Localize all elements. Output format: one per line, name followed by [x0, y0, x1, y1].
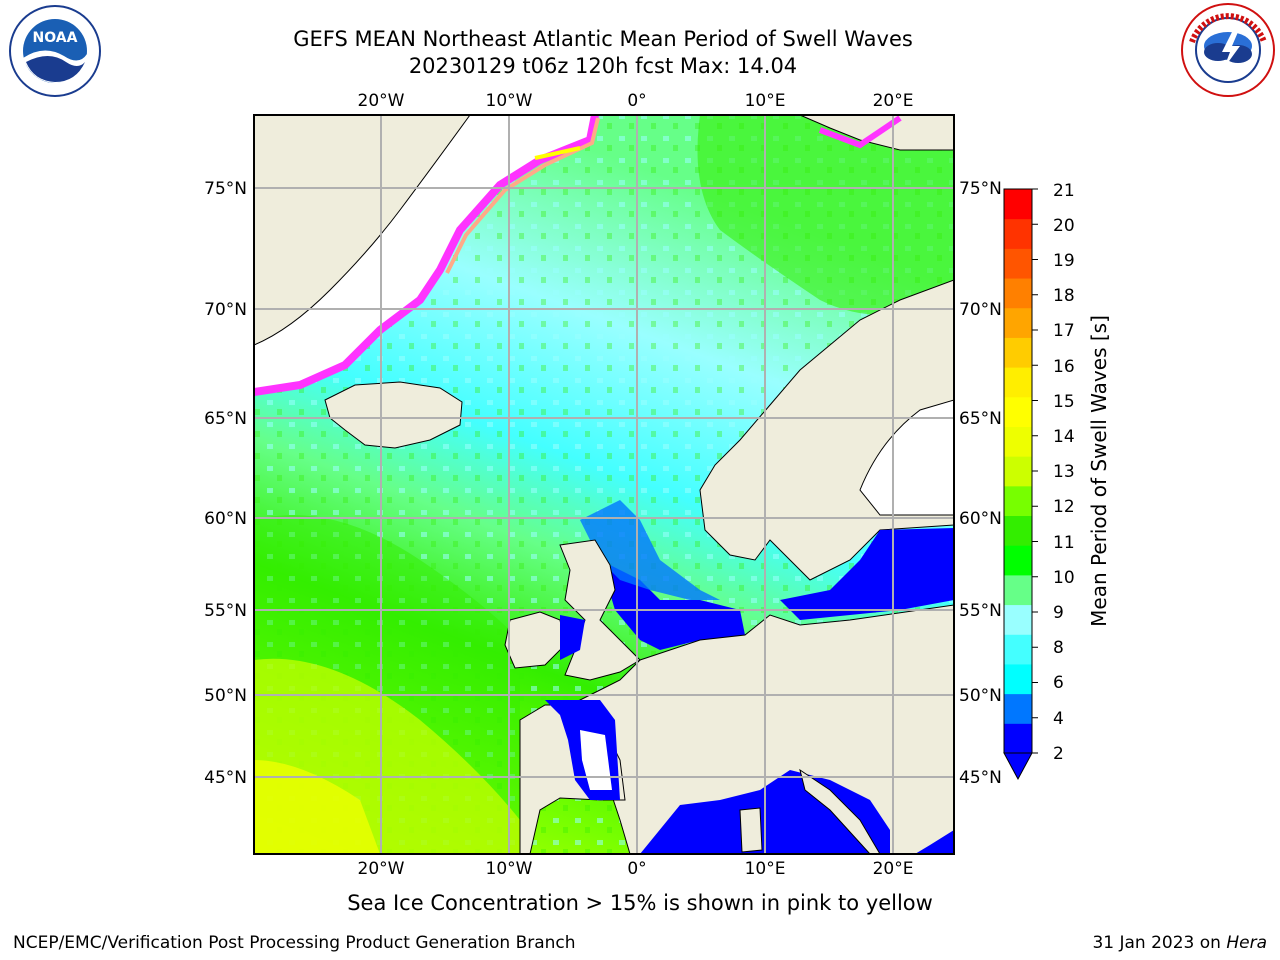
norwegian-sea-swell-band [697, 115, 954, 315]
colorbar-label: Mean Period of Swell Waves [s] [1087, 315, 1111, 627]
colorbar-tick-label: 4 [1053, 709, 1064, 729]
lon-label-top: 10°E [745, 91, 786, 111]
colorbar-tick-label: 8 [1053, 638, 1064, 658]
lon-label-bottom: 20°W [358, 859, 405, 879]
lat-label-left: 55°N [204, 601, 247, 621]
colorbar-tick-label: 2 [1053, 744, 1064, 764]
lat-label-right: 70°N [959, 300, 1002, 320]
map-subtitle: 20230129 t06z 120h fcst Max: 14.04 [408, 54, 798, 78]
colorbar-segment [1004, 634, 1032, 665]
colorbar-tick-label: 11 [1053, 533, 1075, 553]
colorbar-segment [1004, 337, 1032, 368]
colorbar-tick-label: 18 [1053, 286, 1075, 306]
lat-label-right: 65°N [959, 409, 1002, 429]
colorbar-segment [1004, 545, 1032, 576]
national-weather-service-logo-icon [1181, 3, 1275, 97]
footer-host: Hera [1226, 933, 1267, 953]
colorbar-tick-label: 20 [1053, 216, 1075, 236]
lon-label-top: 0° [627, 91, 646, 111]
colorbar-segment [1004, 396, 1032, 427]
colorbar-tick-label: 16 [1053, 357, 1075, 377]
sea-ice-edge-greenland-inner [445, 117, 600, 274]
colorbar-segment [1004, 574, 1032, 606]
colorbar-tick-label: 17 [1053, 321, 1075, 341]
lat-label-left: 70°N [204, 300, 247, 320]
colorbar-tick-label: 21 [1053, 181, 1075, 201]
lat-label-left: 75°N [204, 179, 247, 199]
lat-label-left: 65°N [204, 409, 247, 429]
footer-credit: NCEP/EMC/Verification Post Processing Pr… [13, 933, 576, 953]
colorbar-segment [1004, 367, 1032, 398]
sea-ice-note: Sea Ice Concentration > 15% is shown in … [347, 891, 933, 915]
italy-land [799, 768, 881, 854]
atlantic-peak-swell-band [254, 760, 380, 854]
colorbar-segment [1004, 307, 1032, 338]
lon-label-top: 10°W [486, 91, 533, 111]
map-plot-area [254, 115, 954, 854]
colorbar-ticks: 21 20 19 18 17 16 15 14 13 12 11 10 9 8 … [1053, 181, 1075, 764]
map-graticule [254, 115, 954, 854]
colorbar-segment [1004, 485, 1032, 517]
north-sea-swell-shelf [580, 500, 720, 600]
lat-label-right: 50°N [959, 686, 1002, 706]
lon-label-bottom: 0° [627, 859, 646, 879]
adriatic-swell [915, 830, 954, 854]
footer-date-text: 31 Jan 2023 on [1092, 933, 1227, 953]
sea-ice-yellow-patch [534, 146, 581, 160]
lat-labels-right: 75°N 70°N 65°N 60°N 55°N 50°N 45°N [959, 179, 1002, 788]
noaa-logo-text: NOAA [33, 30, 78, 46]
colorbar-segment [1004, 723, 1032, 754]
iceland-land [324, 381, 463, 449]
continental-europe-land [579, 604, 954, 854]
lat-label-left: 60°N [204, 509, 247, 529]
lat-label-right: 45°N [959, 768, 1002, 788]
colorbar-segment [1004, 693, 1032, 724]
corsica-sardinia-land [739, 807, 763, 853]
greenland-land [254, 115, 471, 346]
lat-label-right: 55°N [959, 601, 1002, 621]
colorbar-segment [1004, 278, 1032, 309]
gulf-of-bothnia-ice [859, 399, 954, 516]
ireland-land [504, 611, 566, 669]
irish-sea-swell [560, 615, 585, 660]
lon-label-bottom: 10°E [745, 859, 786, 879]
colorbar-segment [1004, 218, 1032, 249]
lat-label-left: 45°N [204, 768, 247, 788]
colorbar-segment [1004, 189, 1032, 220]
sea-ice-edge-svalbard [818, 115, 902, 149]
lon-label-bottom: 10°W [486, 859, 533, 879]
colorbar-segment [1004, 426, 1032, 457]
colorbar [1003, 188, 1038, 781]
lat-label-left: 50°N [204, 686, 247, 706]
colorbar-segment [1004, 248, 1032, 279]
colorbar-tick-label: 13 [1053, 462, 1075, 482]
lat-label-right: 75°N [959, 179, 1002, 199]
colorbar-tick-label: 15 [1053, 392, 1075, 412]
baltic-sea-swell [780, 528, 954, 620]
colorbar-segment [1004, 456, 1032, 487]
lon-label-top: 20°E [873, 91, 914, 111]
bay-of-biscay-blank [580, 730, 612, 790]
colorbar-tick-label: 10 [1053, 568, 1075, 588]
lon-labels-bottom: 20°W 10°W 0° 10°E 20°E [358, 859, 914, 879]
colorbar-tick-label: 6 [1053, 673, 1064, 693]
colorbar-segment [1004, 604, 1032, 635]
colorbar-extension-arrow [1003, 752, 1033, 781]
map-frame [253, 114, 955, 855]
colorbar-tick-label: 19 [1053, 251, 1075, 271]
colorbar-tick-label: 14 [1053, 427, 1075, 447]
colorbar-segment [1004, 663, 1032, 695]
colorbar-segment [1004, 515, 1032, 546]
lat-label-right: 60°N [959, 509, 1002, 529]
noaa-logo-icon: NOAA [9, 5, 101, 97]
lat-labels-left: 75°N 70°N 65°N 60°N 55°N 50°N 45°N [204, 179, 247, 788]
lon-labels-top: 20°W 10°W 0° 10°E 20°E [358, 91, 914, 111]
lon-label-bottom: 20°E [873, 859, 914, 879]
colorbar-tick-label: 12 [1053, 497, 1075, 517]
lon-label-top: 20°W [358, 91, 405, 111]
colorbar-tick-label: 9 [1053, 603, 1064, 623]
footer-date: 31 Jan 2023 on Hera [1092, 933, 1267, 953]
map-title: GEFS MEAN Northeast Atlantic Mean Period… [293, 27, 913, 51]
